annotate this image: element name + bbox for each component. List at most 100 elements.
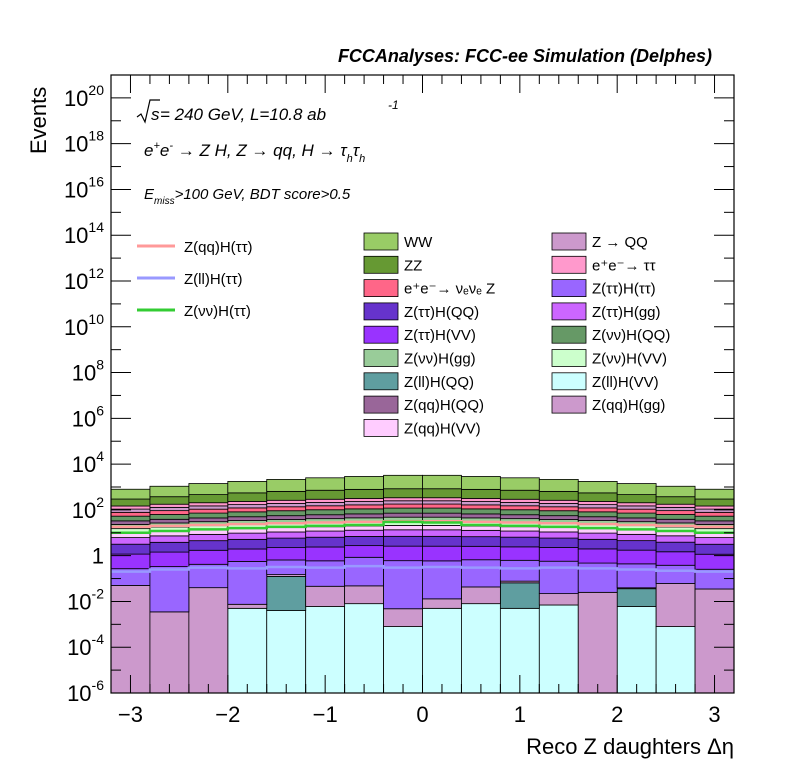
y-tick-label: 10-2	[67, 585, 104, 614]
bar-z-h-vv-6	[344, 545, 384, 558]
bar-z-h-gg-13	[616, 533, 657, 542]
bar-z-h-qq-1	[149, 541, 190, 553]
bar-z-qq-h-qq-13	[616, 517, 657, 523]
bar-z-h-qq-12	[577, 511, 618, 518]
bar-z-h-qq-13	[616, 512, 657, 519]
bar-e-e-0	[110, 505, 151, 510]
bar-z-h-gg-5	[305, 530, 346, 538]
svg-text:-1: -1	[388, 98, 399, 112]
y-tick-label: 1016	[64, 173, 104, 202]
bar-ww-8	[422, 474, 462, 490]
bar-z-qq-h-vv-11	[538, 527, 579, 533]
legend-label: Z(ll)H(QQ)	[404, 374, 474, 391]
bar-z-h-vv-12	[577, 548, 618, 564]
series-z-qq	[110, 500, 735, 513]
bar-z-h-qq-5	[305, 536, 346, 548]
y-tick-label: 1012	[64, 265, 104, 294]
bar-e-e-z-4	[266, 506, 307, 512]
bar-zz-15	[694, 498, 735, 507]
bar-z-qq-h-vv-4	[266, 527, 307, 533]
bar-z-h-11	[538, 560, 579, 595]
legend-box-swatch	[551, 395, 587, 414]
bar-z-qq-h-gg-7	[383, 608, 423, 627]
bar-e-e-z-12	[577, 507, 618, 513]
legend-box-swatch	[551, 255, 587, 274]
bar-e-e-z-13	[616, 508, 657, 514]
bar-e-e-z-9	[461, 504, 501, 510]
bar-z-ll-h-vv-9	[461, 603, 501, 694]
energy-annotation: s = 240 GeV, L=10.8 ab -1	[136, 98, 399, 124]
legend-box-swatch	[363, 418, 399, 437]
legend-label: ZZ	[404, 257, 422, 274]
legend-box-swatch	[363, 349, 399, 367]
bar-z-h-6	[344, 556, 384, 587]
bar-z-qq-h-qq-15	[694, 520, 735, 525]
bar-z-qq-h-qq-0	[110, 520, 151, 525]
x-tick-label: −3	[118, 702, 143, 727]
bar-z-h-qq-2	[188, 512, 229, 519]
bar-z-qq-h-gg-11	[538, 593, 579, 606]
bar-z-qq-h-vv-8	[422, 525, 462, 531]
bar-e-e-z-6	[344, 504, 384, 510]
bar-ww-6	[344, 476, 384, 490]
bar-z-h-qq-0	[110, 543, 151, 555]
bar-z-h-qq-14	[655, 541, 696, 553]
bar-e-e-1	[149, 503, 190, 508]
bar-z-qq-h-vv-5	[305, 526, 346, 532]
axes: −3 −2 −1 0 1 2 3 10-6 10-4 10-2 1 102 104 106 108 1010 1…	[64, 74, 735, 727]
bar-z-qq-h-qq-5	[305, 514, 346, 520]
bar-ww-4	[266, 479, 307, 492]
bar-e-e-6	[344, 497, 384, 502]
bar-ww-2	[188, 483, 229, 496]
y-tick-label: 10-4	[67, 631, 104, 660]
bar-z-ll-h-vv-14	[655, 626, 696, 694]
legend-label: Z(ττ)H(gg)	[592, 304, 661, 321]
x-tick-label: 3	[708, 702, 720, 727]
bar-z-qq-12	[577, 504, 618, 509]
bar-z-h-gg-2	[188, 533, 229, 542]
legend-entry-z-h: Z(ττ)H(ττ)	[551, 279, 656, 298]
bar-z-qq-13	[616, 505, 657, 510]
bar-z-qq-14	[655, 506, 696, 512]
bar-z-ll-h-qq-13	[616, 588, 657, 607]
legend-box-swatch	[363, 255, 399, 274]
bar-ww-15	[694, 488, 735, 500]
bar-z-ll-h-vv-11	[538, 604, 579, 694]
bar-z-h-qq-4	[266, 537, 307, 549]
bar-e-e-3	[227, 501, 268, 506]
legend-entry-e-e: e⁺e⁻→ ττ	[551, 255, 656, 274]
bar-z-h-gg-1	[149, 535, 190, 543]
legend-label: Z(νν)H(QQ)	[592, 327, 670, 344]
legend-label: Z(qq)H(VV)	[404, 420, 481, 437]
bar-e-e-9	[461, 497, 501, 502]
legend-entry-z-h-qq: Z(νν)H(QQ)	[551, 325, 670, 344]
bar-z-ll-h-qq-10	[499, 582, 540, 609]
y-tick-label: 1010	[64, 311, 104, 340]
bar-zz-6	[344, 488, 384, 499]
y-tick-label: 102	[72, 494, 104, 523]
bar-e-e-z-2	[188, 508, 229, 514]
bar-z-h-gg-15	[694, 537, 735, 545]
bar-z-h-gg-7	[383, 529, 423, 537]
line-z-h	[111, 520, 734, 535]
svg-text:e+e- → Z H, Z → qq, H → τhτh: e+e- → Z H, Z → qq, H → τhτh	[144, 140, 365, 165]
bar-z-qq-h-qq-10	[499, 514, 540, 520]
bar-z-h-qq-0	[110, 515, 151, 522]
bar-z-h-gg-12	[577, 532, 618, 540]
legend-entry-z-qq: Z → QQ	[551, 232, 648, 251]
bar-z-h-vv-13	[616, 549, 657, 565]
bar-z-h-gg-0	[110, 537, 151, 545]
legend-box-swatch	[363, 395, 399, 414]
bar-e-e-4	[266, 499, 307, 504]
selection-annotation: Emiss>100 GeV, BDT score>0.5	[144, 186, 351, 207]
bar-ww-12	[577, 481, 618, 494]
bar-z-h-9	[461, 559, 501, 588]
series-z-h-vv	[110, 545, 735, 570]
legend-box-swatch	[363, 372, 399, 391]
legend-label: Z(qq)H(QQ)	[404, 397, 484, 414]
bar-e-e-z-0	[110, 511, 151, 517]
legend-box-swatch	[363, 279, 399, 298]
legend-label: Z(ll)H(VV)	[592, 374, 659, 391]
bar-ww-13	[616, 483, 657, 496]
bar-z-qq-h-gg-3	[227, 603, 268, 609]
